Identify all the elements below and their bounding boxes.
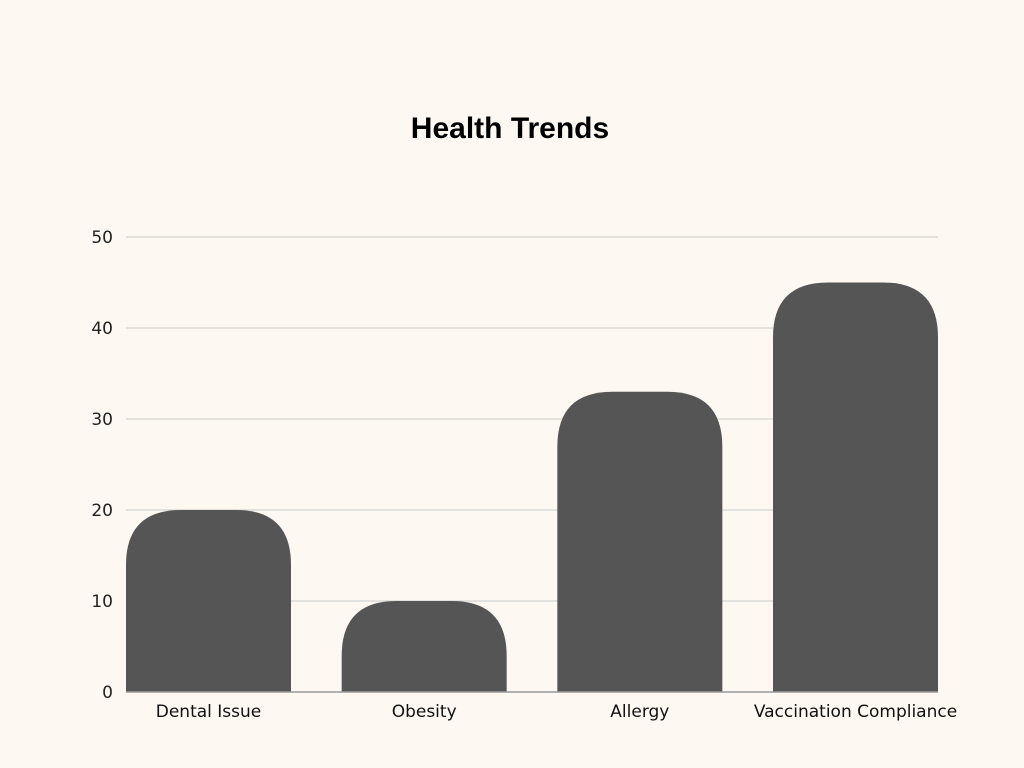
y-tick-label-30: 30 xyxy=(91,410,113,430)
y-tick-label-0: 0 xyxy=(102,683,113,703)
y-tick-label-10: 10 xyxy=(91,592,113,612)
y-tick-label-40: 40 xyxy=(91,319,113,339)
bar-vaccination-compliance xyxy=(773,282,938,692)
y-tick-label-20: 20 xyxy=(91,501,113,521)
x-tick-label-allergy: Allergy xyxy=(610,702,669,722)
chart-title: Health Trends xyxy=(410,112,610,145)
x-tick-label-dental-issue: Dental Issue xyxy=(156,702,262,722)
bar-dental-issue xyxy=(126,510,291,692)
bar-allergy xyxy=(557,391,723,692)
bar-obesity xyxy=(341,601,507,692)
x-tick-label-obesity: Obesity xyxy=(392,702,457,722)
y-tick-label-50: 50 xyxy=(91,228,113,248)
x-tick-label-vaccination-compliance: Vaccination Compliance xyxy=(754,702,957,722)
